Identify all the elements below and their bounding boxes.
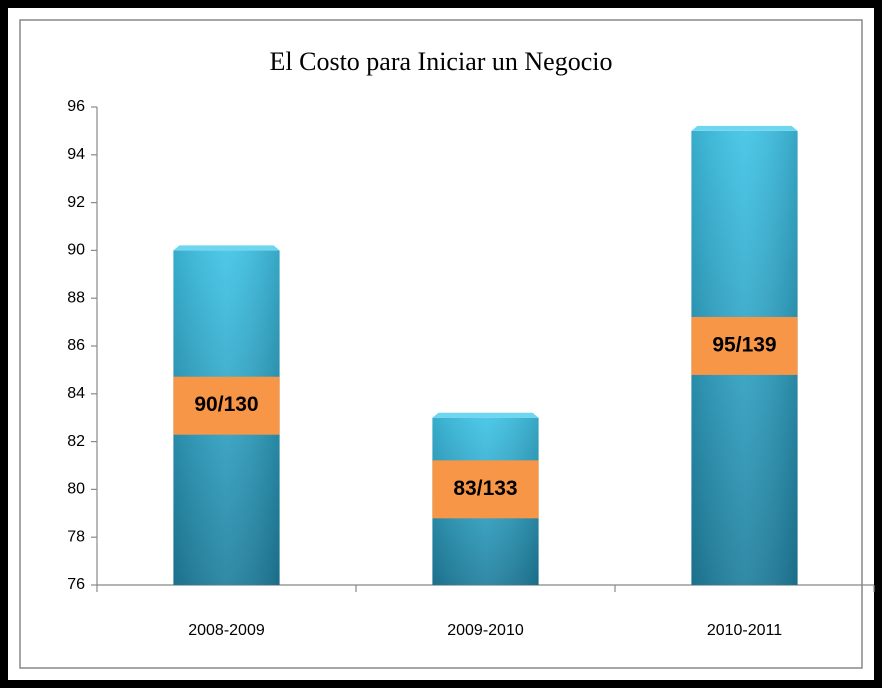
y-tick-label: 86 <box>67 337 85 354</box>
value-label-box <box>173 376 280 435</box>
y-tick-label: 90 <box>67 242 85 259</box>
value-label-box <box>432 460 539 519</box>
value-label: 83/133 <box>453 477 517 500</box>
x-tick-label: 2008-2009 <box>188 622 265 639</box>
x-tick-label: 2009-2010 <box>447 622 524 639</box>
y-tick-label: 80 <box>67 481 85 498</box>
value-label: 90/130 <box>194 393 258 416</box>
y-tick-label: 84 <box>67 385 85 402</box>
bar-cap <box>432 412 539 418</box>
y-tick-label: 88 <box>67 289 85 306</box>
bar-cap <box>691 125 798 131</box>
x-tick-label: 2010-2011 <box>707 622 782 639</box>
y-tick-label: 96 <box>67 98 85 115</box>
value-label: 95/139 <box>712 333 776 356</box>
y-tick-label: 76 <box>67 576 85 593</box>
chart-title: El Costo para Iniciar un Negocio <box>270 47 613 76</box>
value-label-box <box>691 316 798 375</box>
y-tick-label: 92 <box>67 194 85 211</box>
y-tick-label: 82 <box>67 433 85 450</box>
y-tick-label: 94 <box>67 146 85 163</box>
x-axis-ticks <box>96 585 875 592</box>
y-tick-label: 78 <box>67 528 85 545</box>
bar-cap <box>173 245 280 251</box>
